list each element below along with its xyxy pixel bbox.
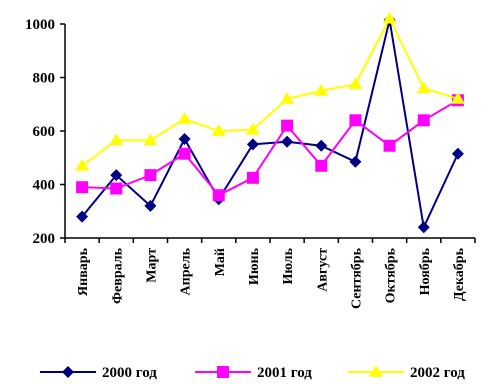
series-2 [76, 94, 464, 202]
x-tick-label: Ноябрь [418, 247, 433, 295]
x-tick-label: Декабрь [452, 247, 467, 301]
legend-marker [62, 366, 74, 378]
legend-marker [369, 365, 383, 377]
data-point [417, 221, 430, 234]
x-tick-label: Июль [281, 247, 296, 284]
data-point [349, 114, 362, 127]
x-tick-label: Август [315, 248, 330, 292]
y-tick-label: 800 [33, 71, 56, 87]
series-3 [75, 11, 465, 171]
y-tick-label: 400 [33, 178, 56, 194]
data-point [144, 169, 157, 182]
data-point [75, 158, 90, 171]
data-point [383, 139, 396, 152]
x-tick-label: Октябрь [384, 247, 399, 303]
data-point [144, 199, 157, 212]
legend-label: 2002 год [410, 365, 465, 381]
series-1 [76, 13, 464, 234]
data-point [178, 133, 191, 146]
data-point [110, 169, 123, 182]
data-point [110, 182, 123, 195]
legend: 2000 год 2001 год 2002 год [40, 365, 465, 381]
data-point [211, 124, 226, 136]
data-point [315, 139, 328, 152]
y-tick-label: 1000 [25, 17, 55, 33]
legend-label: 2001 год [257, 365, 312, 381]
data-point [382, 11, 397, 24]
data-point [416, 81, 431, 94]
x-tick-label: Июнь [247, 247, 262, 285]
data-point [349, 155, 362, 168]
data-point [178, 147, 191, 160]
x-tick-label: Май [213, 248, 228, 276]
data-point [246, 171, 259, 184]
x-tick-label: Февраль [110, 247, 125, 304]
data-point [109, 133, 124, 146]
y-axis: 200 400 600 800 1000 [25, 17, 66, 247]
data-point [246, 138, 259, 151]
x-axis: Январь Февраль Март Апрель Май Июнь Июль Август… [64, 237, 476, 309]
legend-marker [217, 366, 229, 378]
data-point [212, 189, 225, 202]
series-line [81, 16, 459, 167]
data-point [417, 114, 430, 127]
data-point [315, 159, 328, 172]
x-tick-label: Сентябрь [349, 247, 364, 309]
x-tick-label: Март [144, 248, 159, 283]
legend-entry-1: 2000 год [40, 365, 157, 381]
data-point [280, 91, 295, 104]
x-tick-label: Апрель [179, 247, 194, 295]
data-point [314, 83, 329, 96]
legend-entry-3: 2002 год [348, 365, 465, 381]
data-point [76, 181, 89, 194]
x-tick-label: Январь [76, 247, 91, 296]
data-point [76, 210, 89, 223]
data-point [451, 147, 464, 160]
series-layer [75, 11, 465, 234]
data-point [281, 119, 294, 132]
data-point [348, 77, 363, 90]
data-point [177, 111, 192, 124]
data-point [281, 135, 294, 148]
series-line [81, 19, 459, 231]
legend-label: 2000 год [102, 365, 157, 381]
data-point [450, 91, 465, 104]
y-tick-label: 600 [33, 124, 56, 140]
data-point [143, 133, 158, 146]
data-point [245, 122, 260, 135]
y-tick-label: 200 [33, 231, 56, 247]
legend-entry-2: 2001 год [195, 365, 312, 381]
